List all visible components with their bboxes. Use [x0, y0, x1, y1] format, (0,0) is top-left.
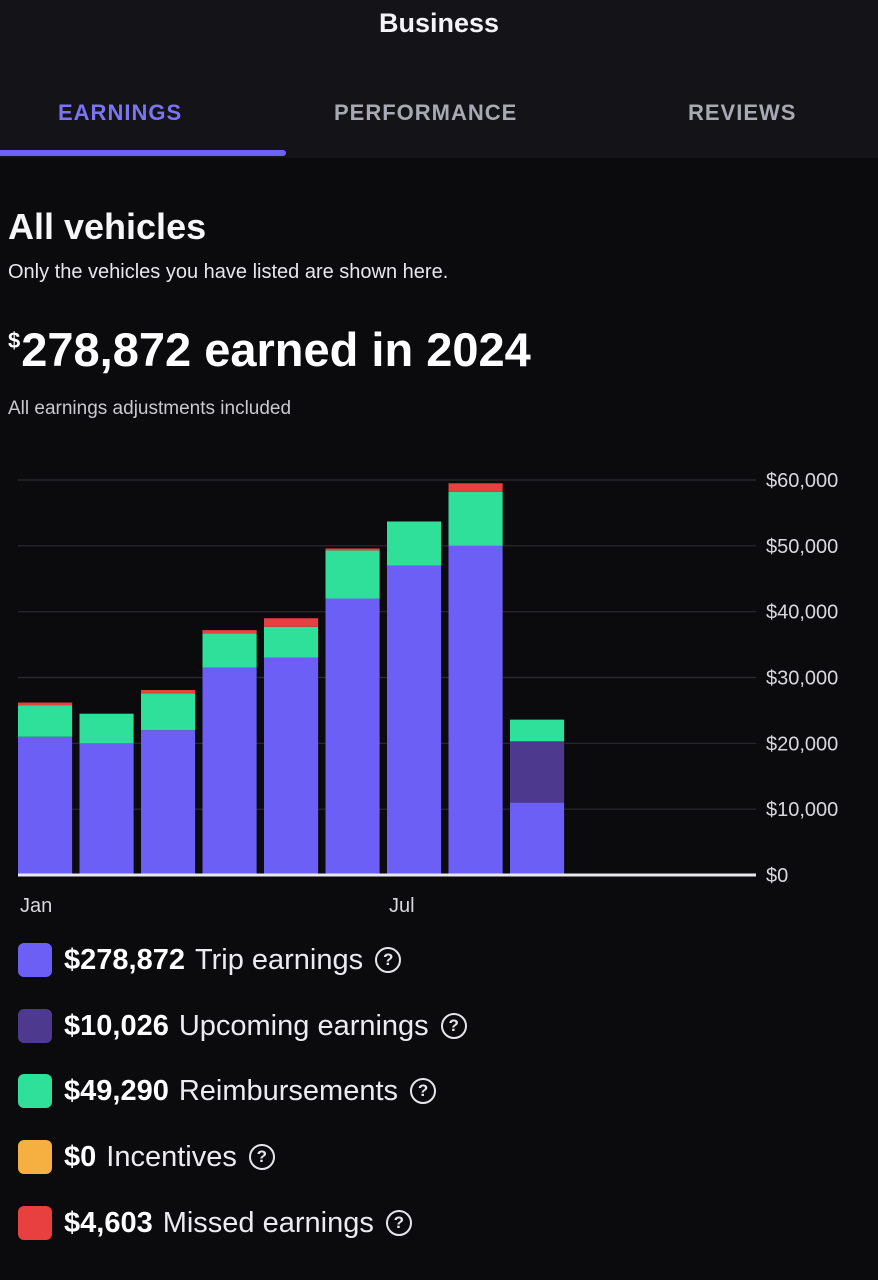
total-earned: $278,872 earned in 2024 — [8, 322, 531, 377]
legend-label: Missed earnings — [162, 1206, 374, 1239]
bar-segment — [510, 802, 565, 875]
bar-segment — [510, 741, 565, 803]
bar-segment — [448, 483, 503, 492]
top-bar: Business EARNINGS PERFORMANCE REVIEWS — [0, 0, 878, 158]
legend-label: Reimbursements — [178, 1074, 399, 1107]
question-circle-icon[interactable]: ? — [248, 1144, 275, 1170]
bar-segment — [325, 548, 380, 551]
y-tick-label: $20,000 — [766, 733, 838, 755]
y-tick-label: $10,000 — [766, 799, 838, 821]
x-tick-label: Jan — [20, 895, 52, 917]
bar-segment — [18, 736, 73, 875]
bar-segment — [79, 713, 134, 744]
bar-segment — [264, 618, 319, 627]
bar-segment — [18, 705, 73, 737]
bar-segment — [264, 657, 319, 875]
y-tick-label: $0 — [766, 865, 788, 887]
total-earned-text: 278,872 earned in 2024 — [21, 323, 531, 376]
bar-segment — [325, 550, 380, 599]
active-tab-indicator — [0, 150, 286, 156]
bar-segment — [387, 521, 442, 566]
bar-segment — [141, 730, 196, 875]
legend-item-reimbursements[interactable]: $49,290 Reimbursements ? — [18, 1071, 437, 1111]
y-tick-label: $30,000 — [766, 668, 838, 690]
legend-item-missed-earnings[interactable]: $4,603 Missed earnings ? — [18, 1203, 412, 1243]
earnings-chart: $0 $10,000 $20,000 $30,000 $40,000 $50,000 $60… — [18, 470, 838, 917]
y-tick-label: $40,000 — [766, 602, 838, 624]
currency-symbol: $ — [8, 328, 21, 353]
legend-label: Incentives — [106, 1140, 237, 1173]
y-tick-label: $60,000 — [766, 470, 838, 492]
y-tick-label: $50,000 — [766, 536, 838, 558]
legend-item-upcoming-earnings[interactable]: $10,026 Upcoming earnings ? — [18, 1006, 467, 1046]
adjustments-note: All earnings adjustments included — [8, 398, 292, 419]
bar-segment — [448, 491, 503, 546]
legend-label: Trip earnings — [194, 943, 364, 976]
legend-amount: $10,026 — [64, 1009, 169, 1042]
bar-segment — [141, 690, 196, 694]
bar-segment — [325, 598, 380, 875]
legend-amount: $4,603 — [64, 1206, 153, 1239]
question-circle-icon[interactable]: ? — [385, 1210, 412, 1236]
legend-swatch-incentives — [18, 1140, 52, 1174]
legend-label: Upcoming earnings — [178, 1009, 429, 1042]
x-tick-label: Jul — [389, 895, 415, 917]
legend-item-incentives[interactable]: $0 Incentives ? — [18, 1137, 275, 1177]
legend-swatch-reimbursements — [18, 1074, 52, 1108]
bar-segment — [510, 719, 565, 742]
section-subtext: Only the vehicles you have listed are sh… — [8, 261, 449, 283]
page-title: Business — [378, 8, 500, 38]
bar-segment — [202, 633, 257, 668]
bar-segment — [264, 626, 319, 658]
bar-segment — [79, 743, 134, 875]
bar-segment — [18, 702, 73, 706]
bar-segment — [387, 565, 442, 875]
legend-swatch-missed-earnings — [18, 1206, 52, 1240]
question-circle-icon[interactable]: ? — [440, 1013, 467, 1039]
bar-segment — [202, 667, 257, 875]
legend-swatch-trip-earnings — [18, 943, 52, 977]
bar-segment — [202, 630, 257, 634]
question-circle-icon[interactable]: ? — [410, 1078, 437, 1104]
legend-amount: $49,290 — [64, 1074, 169, 1107]
bar-segment — [141, 693, 196, 731]
legend-amount: $278,872 — [64, 943, 185, 976]
question-circle-icon[interactable]: ? — [375, 947, 402, 973]
legend-swatch-upcoming-earnings — [18, 1009, 52, 1043]
tab-performance[interactable]: PERFORMANCE — [334, 100, 518, 125]
bar-segment — [448, 545, 503, 875]
legend-item-trip-earnings[interactable]: $278,872 Trip earnings ? — [18, 940, 402, 980]
tab-reviews[interactable]: REVIEWS — [688, 100, 797, 125]
tab-earnings[interactable]: EARNINGS — [58, 100, 183, 125]
section-heading: All vehicles — [8, 206, 207, 247]
legend-amount: $0 — [64, 1140, 97, 1173]
